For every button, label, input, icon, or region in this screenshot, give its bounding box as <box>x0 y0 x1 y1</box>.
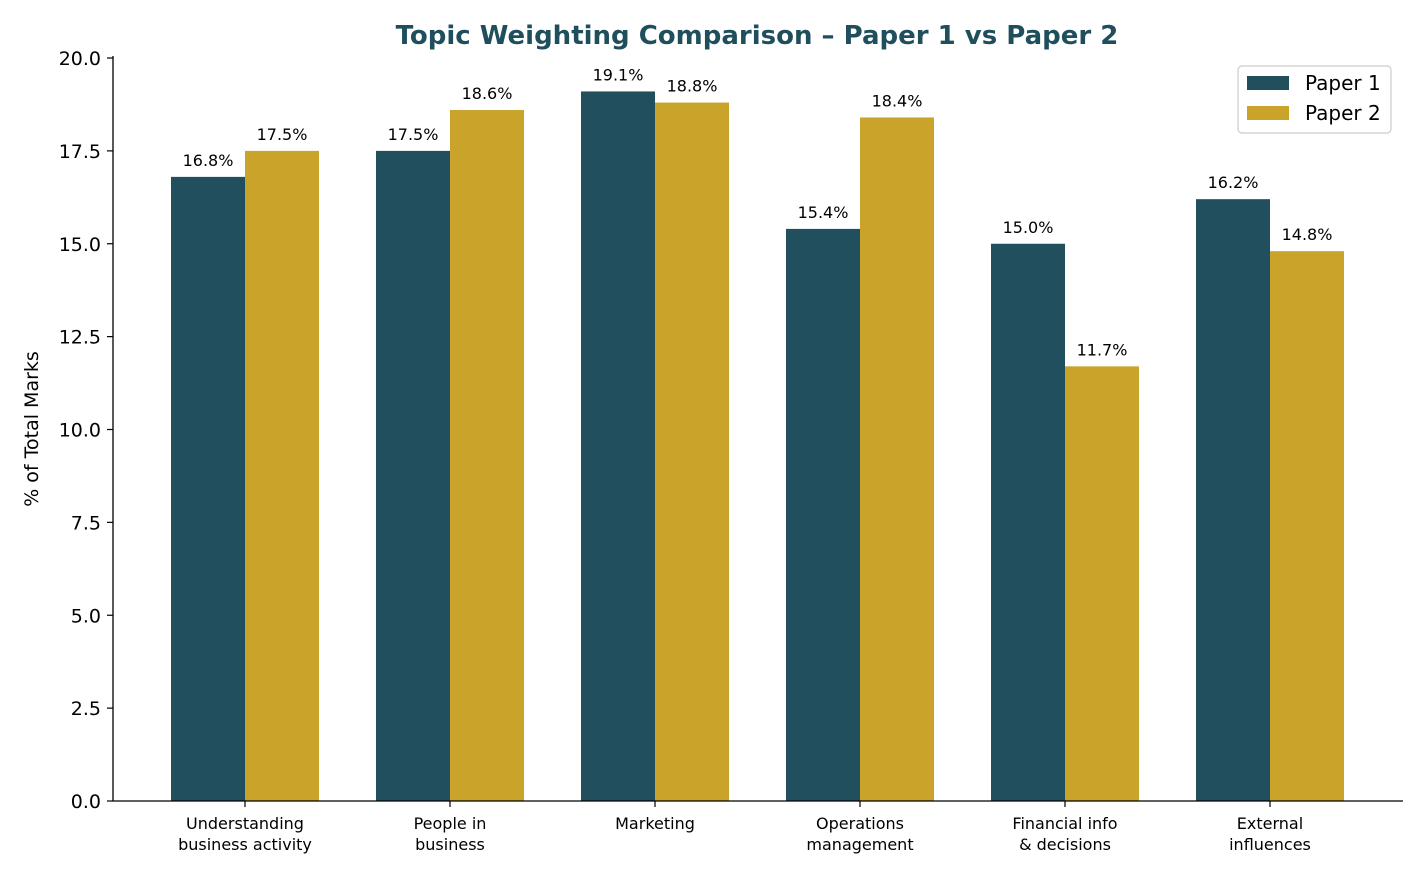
x-tick-label-line: External <box>1237 814 1303 833</box>
y-tick-label: 0.0 <box>71 791 101 813</box>
bar-paper-2 <box>245 150 319 801</box>
x-tick-label-line: business <box>415 835 485 854</box>
x-tick-label: External influences <box>1229 814 1311 854</box>
bar-paper-1 <box>1196 199 1270 802</box>
legend-label: Paper 1 <box>1305 71 1381 95</box>
legend-label: Paper 2 <box>1305 101 1381 125</box>
data-label: 14.8% <box>1282 225 1333 244</box>
y-tick-label: 10.0 <box>59 420 101 442</box>
data-label: 18.8% <box>667 77 718 96</box>
bar-paper-2 <box>655 102 729 801</box>
x-ticks: Understanding business activity People in b… <box>178 801 1311 854</box>
data-label: 15.4% <box>798 203 849 222</box>
y-tick-label: 2.5 <box>71 698 101 720</box>
x-tick-label-line: Understanding <box>186 814 304 833</box>
data-label: 18.6% <box>462 84 513 103</box>
x-tick-label: People in business <box>414 814 487 854</box>
data-label: 11.7% <box>1077 340 1128 359</box>
y-axis-title: % of Total Marks <box>21 351 43 507</box>
data-label: 16.8% <box>183 151 234 170</box>
x-tick-label-line: & decisions <box>1019 835 1111 854</box>
x-tick-label-line: influences <box>1229 835 1311 854</box>
data-label: 17.5% <box>257 125 308 144</box>
bar-paper-2 <box>1270 251 1344 801</box>
x-tick-label: Operations management <box>806 814 913 854</box>
x-tick-label-line: management <box>806 835 913 854</box>
bar-paper-2 <box>450 110 524 801</box>
x-tick-label: Financial info & decisions <box>1012 814 1117 854</box>
data-labels-layer: 16.8% 17.5% 17.5% 18.6% 19.1% 18.8% 15.4% 18.4%… <box>183 65 1333 359</box>
data-label: 15.0% <box>1003 218 1054 237</box>
y-tick-label: 12.5 <box>59 327 101 349</box>
bar-paper-1 <box>786 228 860 801</box>
y-tick-label: 7.5 <box>71 512 101 534</box>
y-tick-label: 5.0 <box>71 605 101 627</box>
bar-paper-2 <box>860 117 934 801</box>
x-tick-label-line: Financial info <box>1012 814 1117 833</box>
legend-swatch <box>1247 106 1289 120</box>
bar-paper-2 <box>1065 366 1139 801</box>
x-tick-label-line: People in <box>414 814 487 833</box>
y-tick-label: 17.5 <box>59 141 101 163</box>
axes-layer <box>112 56 1403 802</box>
bar-paper-1 <box>991 243 1065 801</box>
x-tick-label: Marketing <box>615 814 695 833</box>
data-label: 16.2% <box>1208 173 1259 192</box>
y-tick-label: 20.0 <box>59 48 101 70</box>
legend-swatch <box>1247 76 1289 90</box>
y-ticks: 0.0 2.5 5.0 7.5 10.0 12.5 15.0 17.5 20.0 <box>59 48 113 813</box>
data-label: 19.1% <box>593 65 644 84</box>
legend: Paper 1 Paper 2 <box>1237 65 1392 134</box>
x-tick-label-line: business activity <box>178 835 312 854</box>
bar-paper-1 <box>581 91 655 801</box>
data-label: 17.5% <box>388 125 439 144</box>
bar-paper-1 <box>171 176 245 801</box>
data-label: 18.4% <box>872 91 923 110</box>
x-tick-label: Understanding business activity <box>178 814 312 854</box>
chart-title: Topic Weighting Comparison – Paper 1 vs … <box>396 21 1119 51</box>
bars-layer <box>171 91 1344 802</box>
y-tick-label: 15.0 <box>59 234 101 256</box>
x-tick-label-line: Operations <box>816 814 904 833</box>
x-tick-label-line: Marketing <box>615 814 695 833</box>
bar-paper-1 <box>376 150 450 801</box>
